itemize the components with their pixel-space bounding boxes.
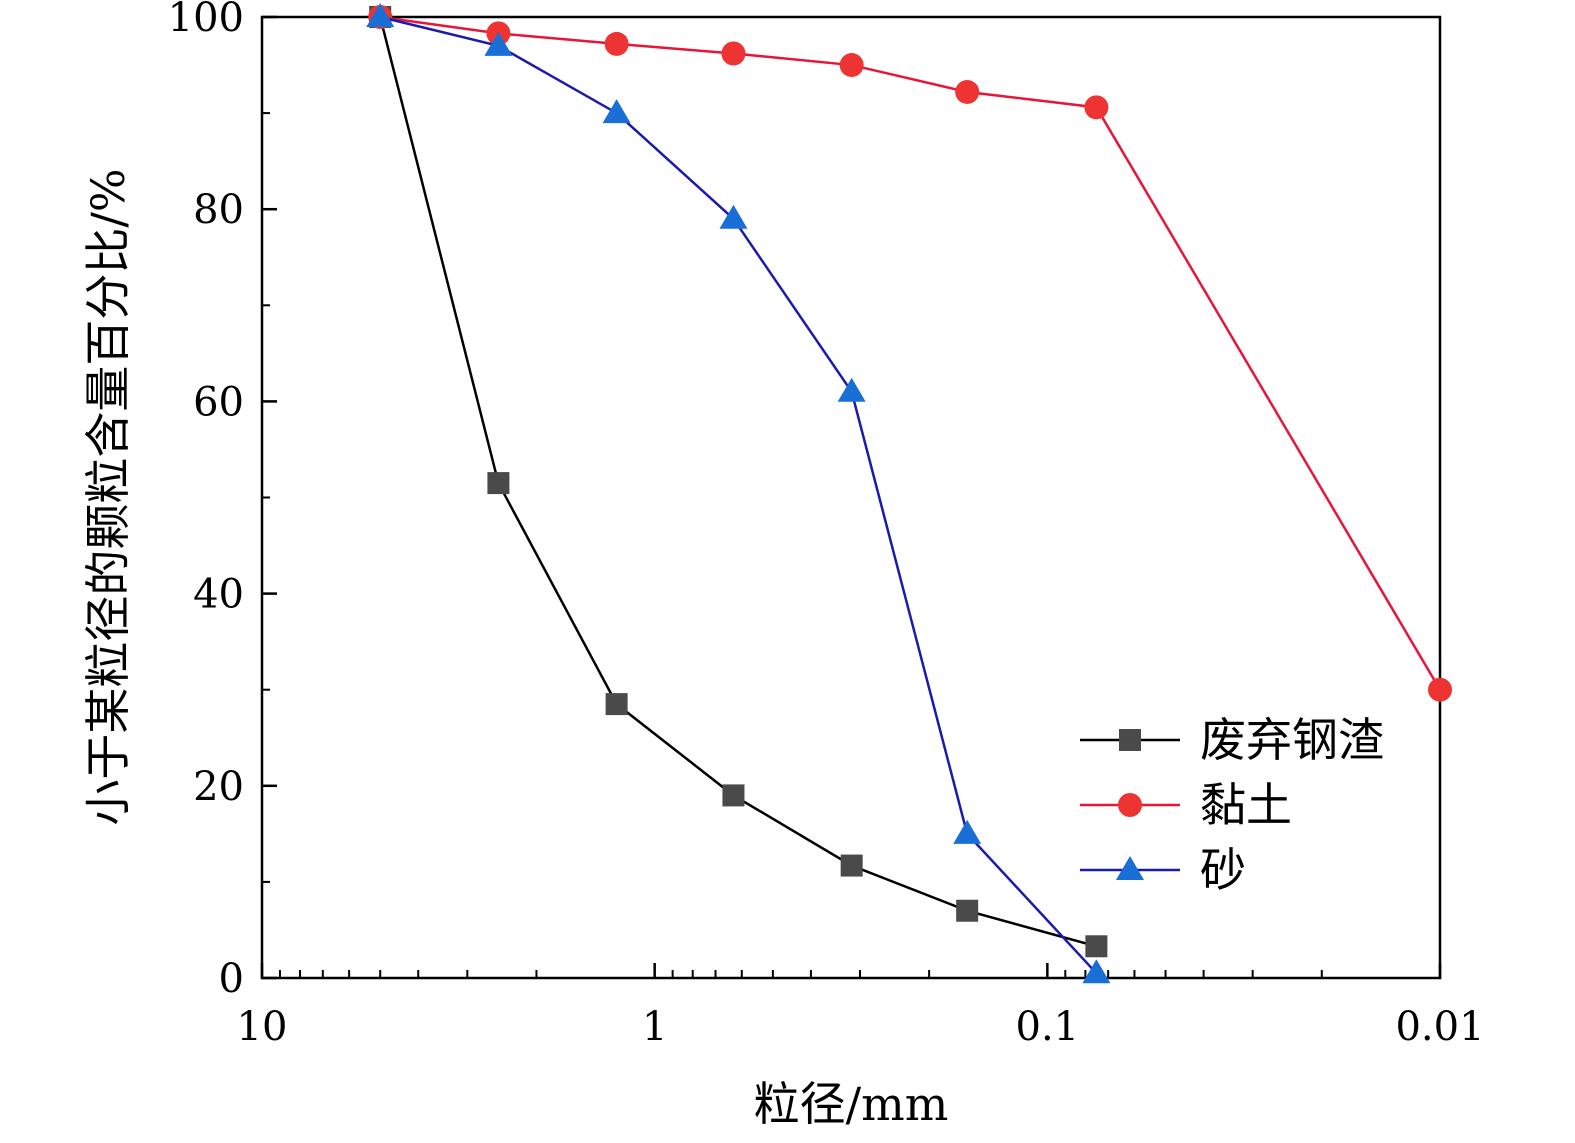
- data-point: [955, 79, 980, 104]
- axis-ticks: [260, 15, 1442, 980]
- legend-marker: [1119, 729, 1141, 751]
- axis-tick-labels: 10 1 0.1 0.01 0 20 40 60 80 100: [168, 0, 1485, 1050]
- data-point: [484, 31, 513, 56]
- data-point: [1082, 959, 1111, 984]
- data-point: [839, 53, 864, 78]
- series-2: [366, 3, 1111, 984]
- data-point: [721, 41, 746, 66]
- x-tick-label: 0.01: [1395, 1004, 1484, 1050]
- legend-label: 黏土: [1200, 778, 1292, 832]
- data-point: [605, 693, 628, 716]
- data-point: [602, 99, 631, 124]
- legend-item: 砂: [1080, 843, 1246, 897]
- data-point: [1428, 677, 1452, 702]
- series-line: [379, 15, 1098, 975]
- data-point: [487, 472, 510, 495]
- data-point: [722, 784, 745, 807]
- y-tick-label: 40: [193, 572, 244, 618]
- data-point: [840, 854, 863, 877]
- data-point: [366, 3, 395, 27]
- x-tick-label: 1: [642, 1004, 667, 1050]
- legend-marker: [1116, 856, 1144, 880]
- y-tick-label: 0: [219, 956, 244, 1002]
- x-tick-label: 10: [237, 1004, 288, 1050]
- data-point: [1084, 95, 1109, 120]
- y-axis-title: 小于某粒径的颗粒含量百分比/%: [81, 168, 135, 825]
- data-point: [1085, 935, 1108, 958]
- legend-item: 废弃钢渣: [1080, 713, 1384, 767]
- data-point: [604, 31, 629, 56]
- y-tick-label: 80: [193, 187, 244, 233]
- legend-label: 废弃钢渣: [1200, 713, 1384, 767]
- series-1: [368, 5, 1452, 702]
- x-axis-title: 粒径/mm: [754, 1077, 949, 1131]
- y-tick-label: 100: [168, 0, 244, 41]
- x-tick-label: 0.1: [1016, 1004, 1080, 1050]
- data-point: [719, 204, 748, 229]
- series-line: [380, 15, 1442, 691]
- legend-item: 黏土: [1080, 778, 1292, 832]
- data-point: [953, 819, 982, 844]
- legend-label: 砂: [1200, 843, 1246, 897]
- plot-frame: [260, 15, 1442, 980]
- data-point: [956, 899, 979, 922]
- series-0: [369, 6, 1108, 958]
- y-tick-label: 20: [193, 764, 244, 810]
- data-point: [837, 377, 866, 402]
- y-tick-label: 60: [193, 379, 244, 425]
- series-group: [366, 3, 1452, 984]
- legend-marker: [1118, 793, 1142, 817]
